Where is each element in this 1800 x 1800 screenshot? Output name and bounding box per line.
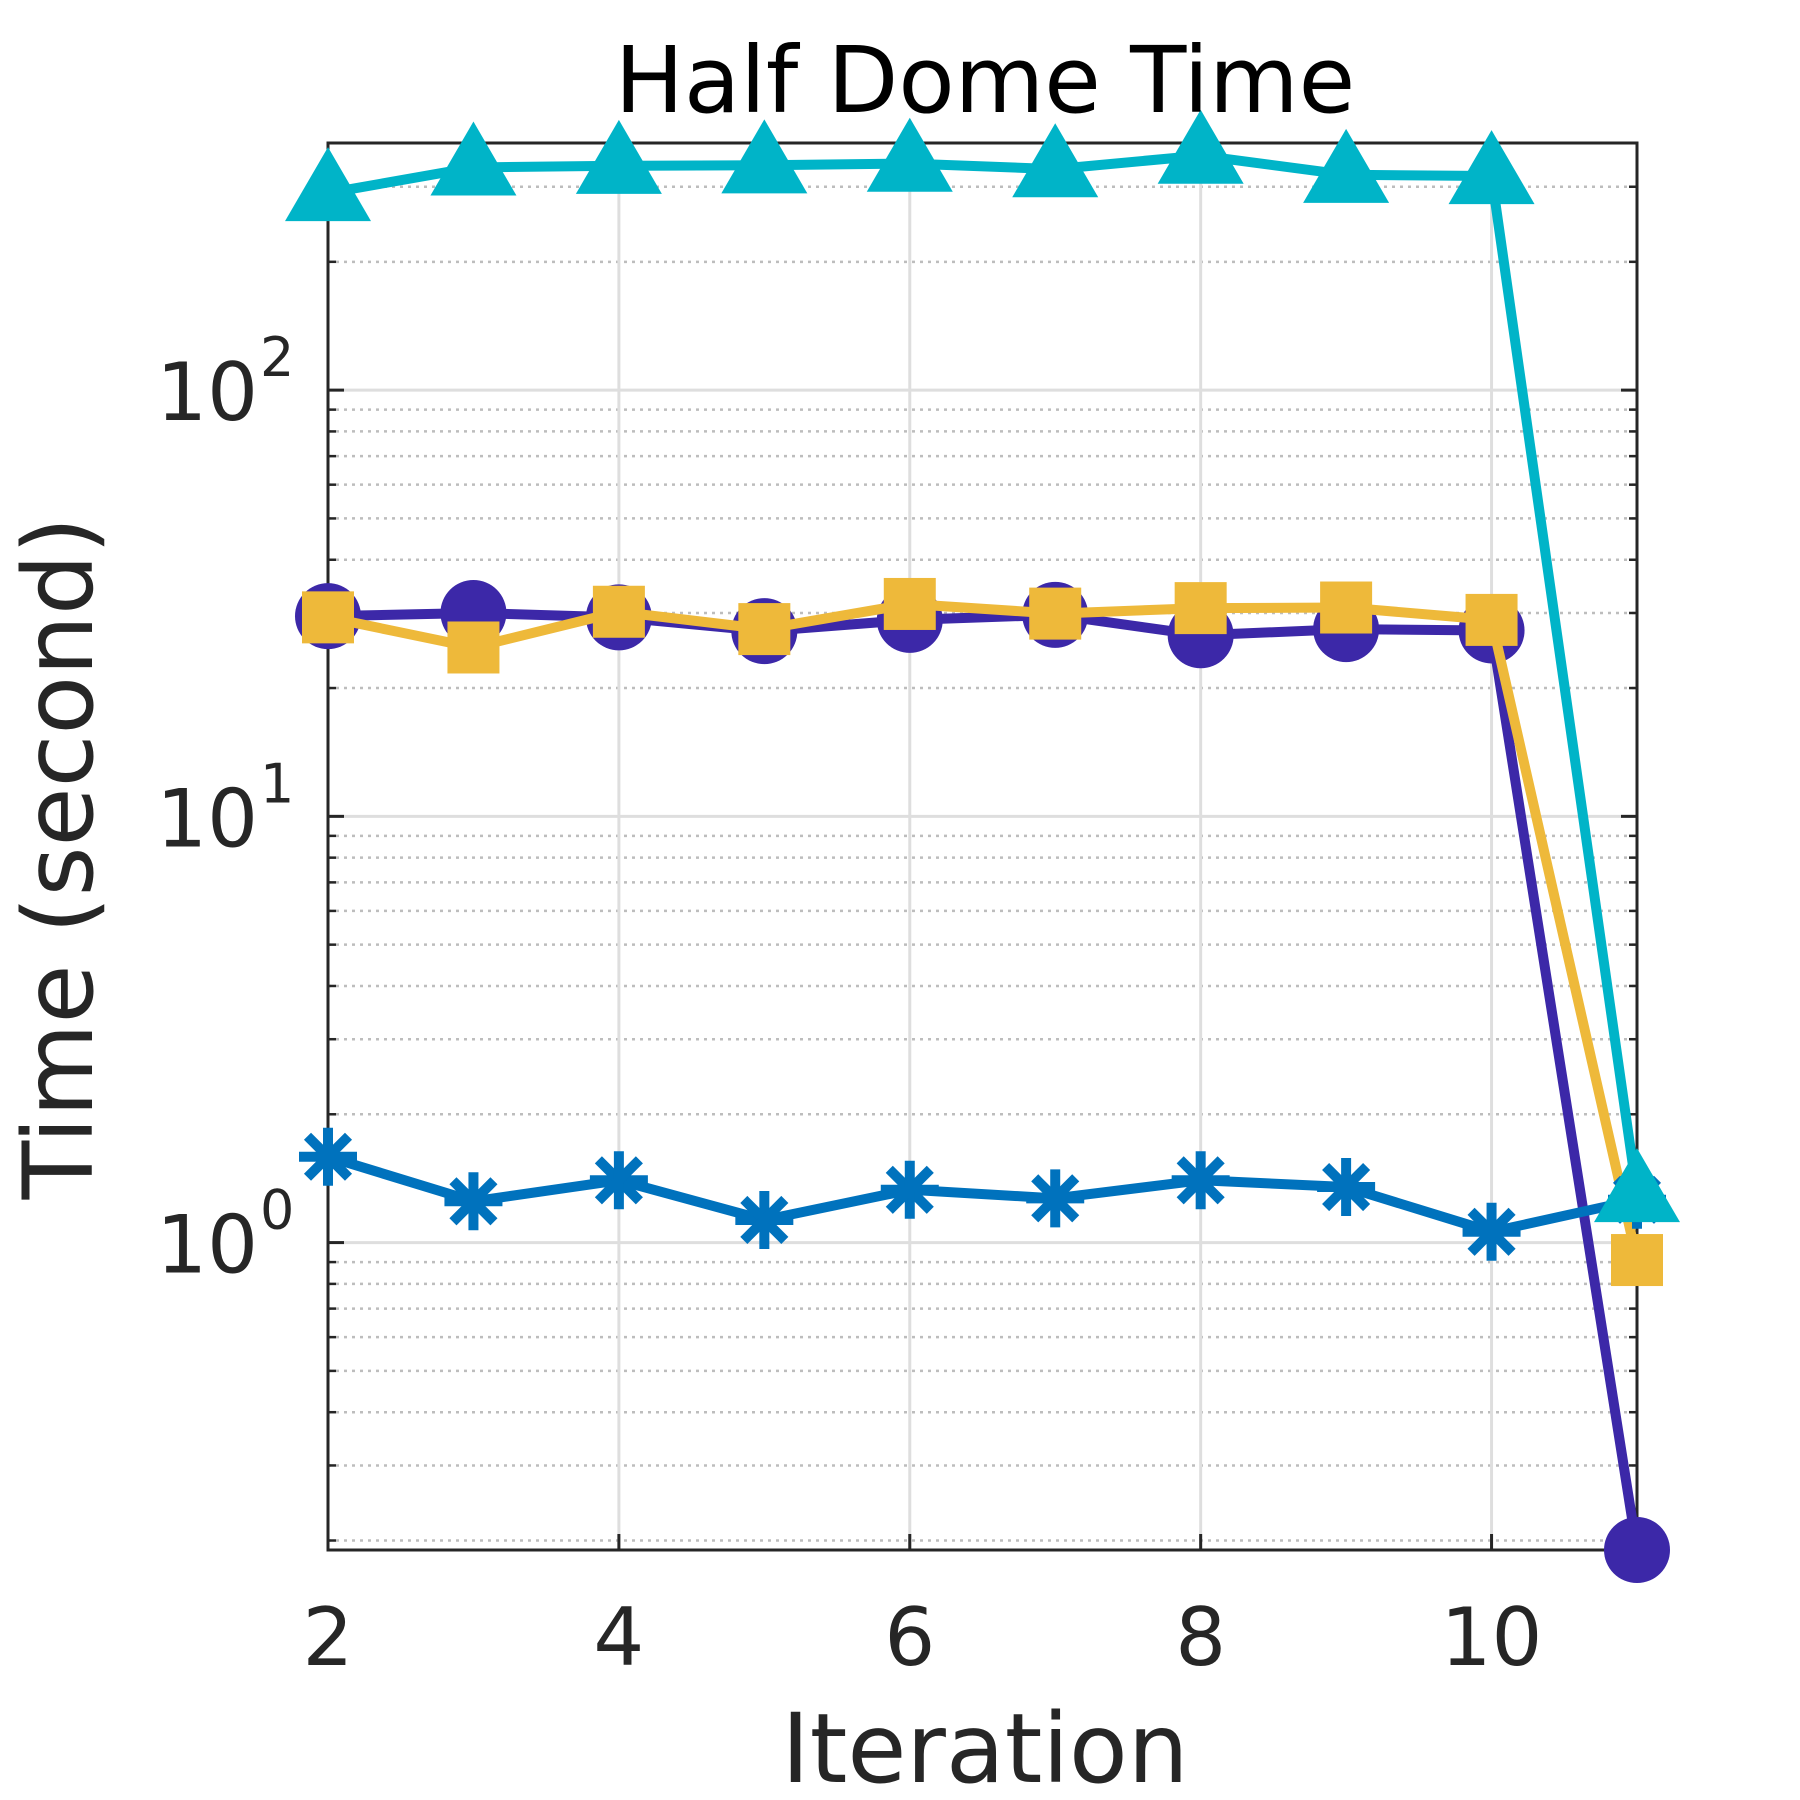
asterisk-stroke [1467,1207,1516,1256]
data-point-triangle [1594,1148,1680,1223]
data-point-square [1465,593,1518,646]
data-point-asterisk [444,1172,503,1231]
series-circle-line [327,607,1642,1551]
asterisk-stroke [740,1195,789,1245]
data-point-square [738,603,791,656]
data-point-square [883,577,936,630]
x-tick-label: 6 [884,1591,935,1684]
data-point-square [1320,581,1373,634]
x-tick-label: 4 [593,1591,644,1684]
data-point-asterisk [880,1160,939,1219]
series-asterisk [299,1127,1666,1261]
series-triangle [285,109,1680,1223]
asterisk-stroke [1322,1162,1371,1212]
asterisk-stroke [449,1177,498,1226]
data-point-square [592,585,645,638]
y-tick-label: 10 [156,346,258,439]
data-point-asterisk [299,1127,357,1186]
data-point-triangle [285,147,371,222]
data-point-square [1174,582,1227,635]
asterisk-stroke [1031,1174,1080,1223]
data-point-square [447,621,500,674]
data-point-triangle [721,119,808,194]
y-tick-label-exponent: 2 [260,326,294,389]
data-point-square [302,591,354,644]
series-square-line [326,598,1642,1262]
data-point-triangle [866,117,953,192]
y-tick-label-exponent: 0 [260,1179,294,1242]
data-point-square [1611,1234,1663,1287]
data-point-triangle [1303,128,1390,203]
axes-layer [326,141,1639,1552]
series-layer [285,109,1680,1583]
data-point-asterisk [589,1151,648,1210]
chart-title: Half Dome Time [615,27,1356,134]
data-point-triangle [1012,123,1099,198]
series-triangle-line [327,150,1642,1195]
plot-frame [326,141,1639,1552]
x-tick-label: 2 [303,1591,354,1684]
asterisk-stroke [594,1156,643,1205]
asterisk-stroke [885,1165,934,1214]
y-tick-label: 10 [156,1199,258,1292]
data-point-asterisk [1317,1158,1376,1217]
y-tick-label-exponent: 1 [260,752,294,815]
data-point-asterisk [1462,1202,1521,1261]
data-point-triangle [1448,130,1535,205]
data-point-asterisk [1026,1169,1085,1228]
asterisk-stroke [1176,1156,1225,1205]
series-square [302,577,1663,1287]
series-circle [295,579,1670,1583]
y-tick-label: 10 [156,772,258,865]
grid-layer [326,143,1637,1550]
data-point-square [1029,587,1082,640]
data-point-circle [1604,1517,1670,1583]
series-asterisk-line [326,1151,1639,1237]
data-point-asterisk [735,1190,794,1249]
data-point-asterisk [1171,1151,1230,1210]
y-axis-label: Time (second) [3,517,115,1201]
data-point-triangle [1157,109,1244,184]
asterisk-stroke [303,1132,353,1181]
x-axis-label: Iteration [781,1693,1188,1800]
x-tick-label: 8 [1175,1591,1226,1684]
x-tick-label: 10 [1441,1591,1543,1684]
data-point-triangle [575,119,662,194]
data-point-triangle [430,121,517,196]
